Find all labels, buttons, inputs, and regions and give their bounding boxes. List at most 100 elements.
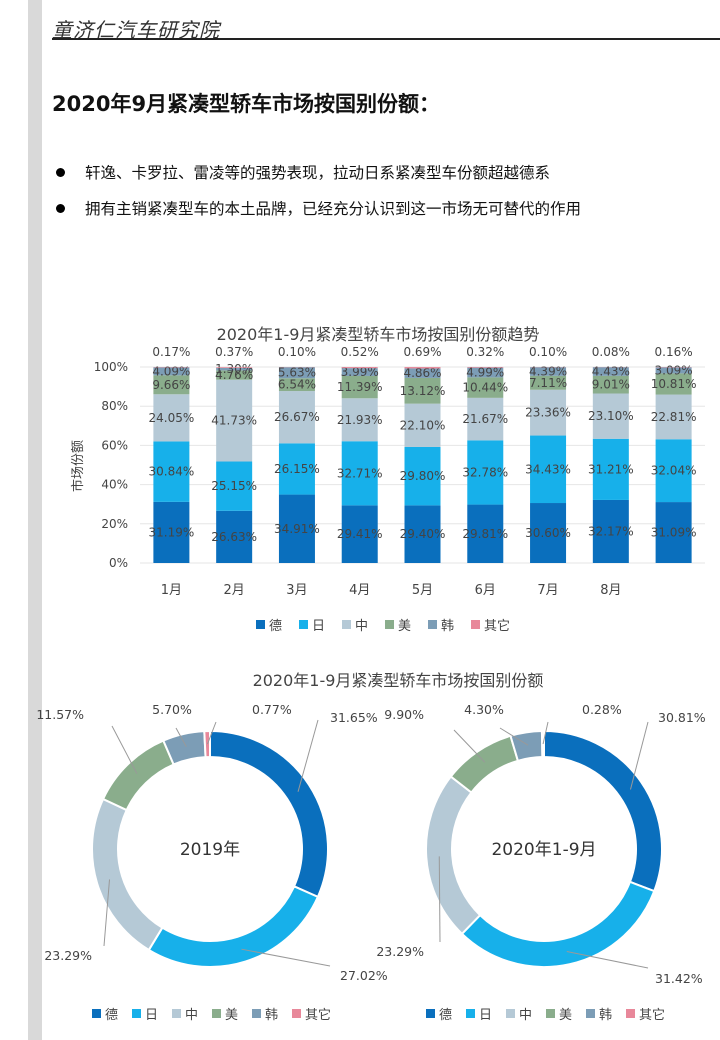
left-margin-bar: [28, 0, 42, 1040]
donut-2020-leader-line: [630, 721, 649, 790]
bar-data-label: 30.84%: [149, 465, 195, 479]
bar-segment-德: [530, 503, 567, 563]
legend-label: 美: [398, 619, 411, 634]
donut-2019-slice-德: [209, 729, 329, 899]
bar-data-label: 31.19%: [149, 525, 195, 539]
donut-2019-legend-swatch-其它: [292, 1009, 301, 1018]
bar-segment-韩: [592, 367, 629, 376]
bar-data-label: 29.40%: [400, 527, 446, 541]
donut-2019-legend-label: 德: [105, 1008, 118, 1023]
donut-2019-slice-美: [101, 739, 175, 812]
bar-data-label-top: 0.32%: [466, 345, 504, 359]
bar-data-label: 4.43%: [592, 364, 630, 378]
donut-2020-slice-label: 4.30%: [464, 702, 504, 717]
bar-data-label: 23.36%: [525, 406, 571, 420]
bar-data-label: 22.81%: [651, 410, 697, 424]
bar-data-label: 24.05%: [149, 411, 195, 425]
bar-segment-中: [530, 389, 567, 436]
bar-segment-韩: [153, 367, 190, 376]
bar-segment-中: [216, 379, 253, 462]
donut-2020-legend-label: 其它: [639, 1007, 665, 1023]
bar-segment-日: [467, 440, 504, 505]
legend-swatch-日: [299, 620, 308, 629]
donut-2019-leader-line: [241, 948, 331, 967]
bar-segment-韩: [655, 367, 692, 374]
bar-segment-中: [592, 393, 629, 439]
donut-2019-leader-line: [297, 719, 319, 792]
legend-label: 韩: [441, 619, 454, 634]
bar-segment-美: [341, 375, 378, 399]
bar-segment-中: [404, 403, 441, 447]
bar-data-label: 11.39%: [337, 380, 383, 394]
bar-segment-韩: [467, 367, 504, 378]
donut-2020-leader-line: [542, 721, 549, 745]
donut-2019-slice-label: 0.77%: [252, 702, 292, 717]
bar-segment-德: [592, 499, 629, 563]
donut-2019-legend-swatch-日: [132, 1009, 141, 1018]
bar-data-label: 6.54%: [278, 378, 316, 392]
bar-segment-日: [404, 446, 441, 506]
bar-segment-德: [216, 510, 253, 563]
donut-2019-legend-label: 其它: [305, 1007, 331, 1023]
header-underline: [52, 38, 720, 40]
bar-y-tick-label: 100%: [94, 360, 128, 374]
legend-swatch-德: [256, 620, 265, 629]
donut-2019-legend-label: 中: [185, 1008, 198, 1023]
legend-label: 日: [312, 619, 325, 634]
donut-2019-slice-label: 31.65%: [330, 710, 378, 725]
bullet-item: 轩逸、卡罗拉、雷凌等的强势表现，拉动日系紧凑型车份额超越德系: [52, 160, 581, 196]
donut-2019-legend-swatch-中: [172, 1009, 181, 1018]
donut-2020-slice-label: 30.81%: [658, 710, 706, 725]
bar-data-label: 41.73%: [211, 414, 257, 428]
donut-2020-center-label: 2020年1-9月: [491, 840, 596, 860]
bar-x-tick-label: 8月: [600, 583, 621, 598]
bar-segment-德: [153, 501, 190, 563]
donut-section-title: 2020年1-9月紧凑型轿车市场按国别份额: [253, 671, 544, 690]
donut-2020-slice-label: 23.29%: [376, 944, 424, 959]
bar-data-label: 13.12%: [400, 384, 446, 398]
bar-data-label: 3.99%: [341, 365, 379, 379]
legend-label: 其它: [484, 618, 510, 634]
bar-data-label-top: 0.10%: [529, 345, 567, 359]
bar-data-label-top: 0.69%: [403, 345, 441, 359]
bar-segment-日: [216, 461, 253, 511]
donut-2019-slice-label: 5.70%: [152, 702, 192, 717]
bar-data-label: 23.10%: [588, 409, 634, 423]
donut-2019-leader-line: [206, 721, 217, 745]
bar-segment-美: [278, 378, 315, 392]
donut-2019-slice-label: 27.02%: [340, 968, 388, 983]
bar-segment-美: [216, 370, 253, 380]
bar-data-label: 32.17%: [588, 524, 634, 538]
bar-x-tick-label: 7月: [537, 583, 558, 598]
bar-y-tick-label: 20%: [101, 517, 128, 531]
bar-data-label-top: 0.10%: [278, 345, 316, 359]
donut-2019-legend-swatch-美: [212, 1009, 221, 1018]
legend-swatch-中: [342, 620, 351, 629]
bar-data-label: 32.78%: [462, 465, 508, 479]
bar-data-label: 5.63%: [278, 366, 316, 380]
bar-segment-日: [655, 439, 692, 503]
legend-swatch-韩: [428, 620, 437, 629]
bar-segment-其它: [341, 367, 378, 369]
legend-swatch-美: [385, 620, 394, 629]
bar-segment-德: [404, 505, 441, 563]
donut-2019-center-label: 2019年: [180, 840, 240, 860]
donut-2020-slice-label: 31.42%: [655, 971, 703, 986]
bar-x-tick-label: 3月: [286, 583, 307, 598]
bullet-text: 拥有主销紧凑型车的本土品牌，已经充分认识到这一市场无可替代的作用: [85, 200, 582, 218]
bar-data-label-top: 0.52%: [341, 345, 379, 359]
bar-data-label-top: 0.08%: [592, 345, 630, 359]
donut-2019-leader-line: [175, 727, 187, 747]
donut-2020-legend-swatch-其它: [626, 1009, 635, 1018]
donut-2020-leader-line: [499, 727, 529, 746]
bar-data-label-top: 0.17%: [152, 345, 190, 359]
donut-2020-legend-label: 德: [439, 1008, 452, 1023]
donut-2019-legend-label: 日: [145, 1008, 158, 1023]
bar-data-label: 29.80%: [400, 469, 446, 483]
bar-segment-中: [467, 397, 504, 441]
bullet-item: 拥有主销紧凑型车的本土品牌，已经充分认识到这一市场无可替代的作用: [52, 196, 581, 232]
donut-2020-legend-label: 中: [519, 1008, 532, 1023]
donut-2020-slice-其它: [540, 729, 545, 759]
bar-data-label: 21.67%: [462, 412, 508, 426]
bar-segment-日: [278, 443, 315, 495]
